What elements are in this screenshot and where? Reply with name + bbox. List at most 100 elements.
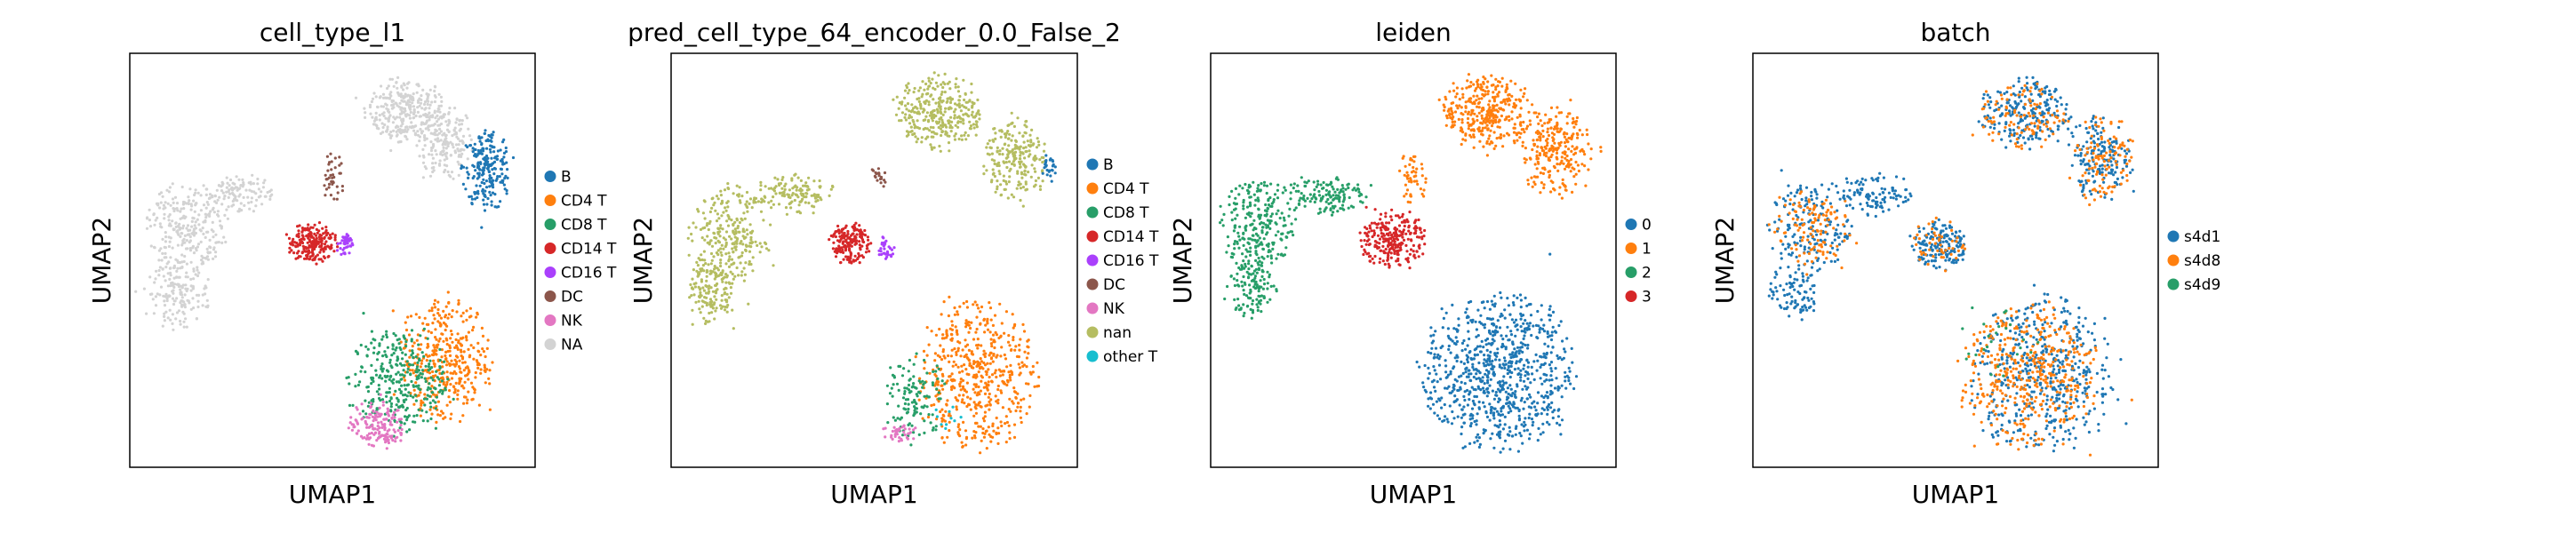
- point-nan: [998, 152, 1002, 156]
- point-nan: [736, 227, 740, 230]
- point-nan: [917, 89, 921, 92]
- point-cd4-t: [465, 338, 468, 342]
- point-1: [1589, 157, 1593, 161]
- point-cd4-t: [447, 395, 451, 399]
- point-nan: [727, 281, 731, 284]
- point-1: [1563, 140, 1567, 145]
- point-na: [237, 195, 241, 198]
- point-cd8-t: [907, 388, 911, 392]
- point-cd4-t: [974, 431, 978, 434]
- point-1: [1493, 108, 1497, 112]
- point-na: [179, 292, 182, 296]
- point-cd14-t: [858, 240, 861, 243]
- point-1: [1532, 180, 1536, 184]
- point-cd4-t: [956, 365, 960, 369]
- point-na: [177, 224, 180, 227]
- point-nan: [969, 124, 973, 128]
- point-nan: [959, 120, 963, 123]
- point-na: [408, 95, 412, 99]
- point-1: [1443, 105, 1446, 109]
- point-cd8-t: [410, 379, 413, 384]
- point-na: [428, 103, 432, 107]
- point-dc: [324, 187, 328, 191]
- point-cd4-t: [438, 414, 442, 418]
- point-nan: [1015, 187, 1019, 190]
- point-1: [1560, 155, 1564, 159]
- point-na: [434, 161, 437, 165]
- point-cd8-t: [428, 359, 432, 362]
- point-cd4-t: [1000, 346, 1004, 349]
- point-na: [396, 76, 400, 79]
- point-nan: [905, 84, 908, 87]
- point-na: [174, 225, 178, 228]
- point-nan: [1012, 152, 1015, 155]
- point-cd8-t: [381, 335, 385, 338]
- point-cd8-t: [385, 335, 388, 339]
- point-cd14-t: [317, 258, 321, 261]
- point-nan: [732, 242, 735, 245]
- point-1: [1546, 131, 1549, 134]
- point-b: [487, 133, 491, 138]
- point-cd14-t: [844, 226, 847, 229]
- point-1: [1464, 100, 1468, 104]
- point-cd8-t: [922, 406, 925, 410]
- point-cd4-t: [476, 366, 480, 370]
- point-cd4-t: [475, 315, 478, 319]
- point-cd4-t: [978, 367, 982, 370]
- point-nan: [1038, 187, 1043, 191]
- point-cd8-t: [365, 354, 369, 357]
- point-na: [414, 114, 418, 118]
- point-na: [385, 130, 388, 133]
- point-nan: [1010, 111, 1013, 115]
- point-1: [1539, 139, 1542, 142]
- point-na: [402, 107, 405, 110]
- point-nan: [913, 86, 916, 91]
- point-cd14-t: [840, 230, 844, 234]
- point-nan: [715, 219, 719, 223]
- point-nan: [927, 118, 931, 123]
- point-nan: [996, 149, 999, 153]
- point-na: [434, 116, 437, 120]
- point-nan: [1016, 116, 1020, 120]
- point-na: [205, 230, 209, 234]
- point-cd8-t: [931, 381, 934, 385]
- point-cd4-t: [980, 379, 983, 383]
- legend-label: nan: [1103, 324, 1132, 342]
- point-nan: [953, 114, 956, 117]
- point-na: [445, 128, 450, 131]
- point-nk: [350, 428, 354, 432]
- point-nan: [970, 91, 973, 94]
- legend-marker: [1086, 326, 1099, 338]
- point-na: [208, 214, 212, 218]
- point-nan: [986, 142, 989, 146]
- point-na: [193, 224, 196, 227]
- point-1: [1531, 103, 1534, 107]
- point-nan: [707, 263, 710, 266]
- point-na: [393, 117, 397, 121]
- point-nan: [1037, 143, 1041, 147]
- point-cd14-t: [297, 255, 301, 259]
- point-cd4-t: [425, 369, 428, 372]
- point-nan: [956, 115, 959, 119]
- point-na: [216, 198, 220, 202]
- point-cd8-t: [405, 406, 409, 410]
- point-na: [237, 207, 242, 211]
- point-cd4-t: [447, 313, 451, 316]
- point-nan: [704, 262, 708, 266]
- point-cd8-t: [378, 396, 381, 401]
- point-cd8-t: [927, 395, 931, 399]
- point-na: [182, 214, 186, 218]
- point-1: [1514, 98, 1518, 101]
- point-cd8-t: [404, 353, 407, 356]
- point-cd8-t: [891, 394, 894, 398]
- point-1: [1460, 106, 1463, 109]
- point-cd8-t: [902, 367, 906, 370]
- point-cd4-t: [430, 306, 434, 310]
- point-cd4-t: [455, 310, 459, 314]
- point-b: [493, 205, 497, 209]
- point-cd16-t: [884, 239, 888, 243]
- point-nan: [973, 115, 977, 119]
- point-nk: [364, 421, 367, 425]
- point-cd4-t: [995, 333, 998, 337]
- point-cd8-t: [419, 334, 422, 338]
